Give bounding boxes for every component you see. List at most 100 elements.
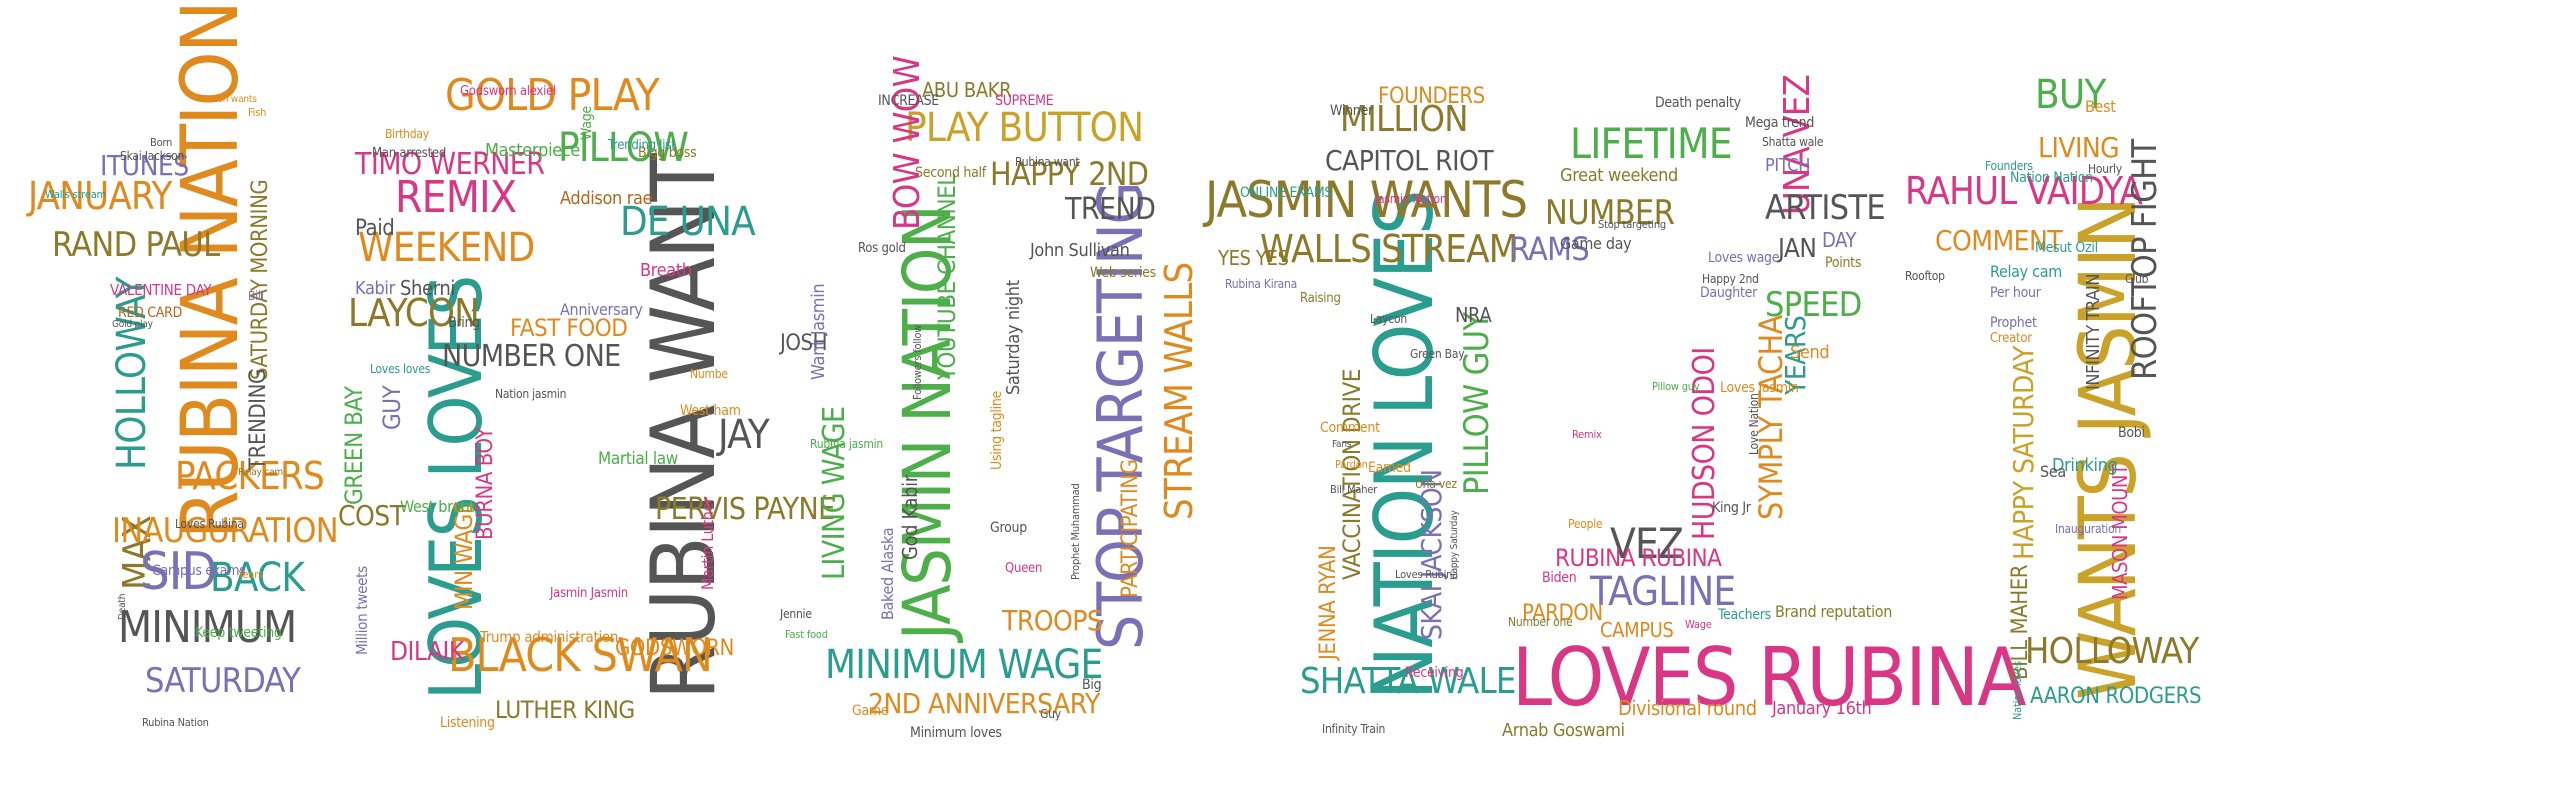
word-laycon: LAYCON	[348, 291, 480, 335]
word-campus: CAMPUS	[1600, 618, 1674, 642]
word-addison-rae: Addison rae	[560, 188, 653, 209]
word-campus-exams: Campus exams	[152, 563, 246, 579]
word-brand-reputation: Brand reputation	[1775, 602, 1893, 621]
word-play-button: PLAY BUTTON	[905, 105, 1144, 151]
word-god-kabir: God Kabir	[898, 475, 922, 560]
word-pillow-guy: PILLOW GUY	[1457, 312, 1497, 495]
word-dilaik: DILAIK	[390, 637, 464, 667]
word-fast-food: Fast food	[785, 628, 828, 641]
word-number-one: NUMBER ONE	[442, 339, 621, 374]
word-supreme: SUPREME	[995, 93, 1054, 109]
word-january: JANUARY	[28, 174, 172, 218]
word-love-nation: Love Nation	[1747, 393, 1761, 455]
word-minimum: MINIMUM	[118, 602, 297, 653]
word-want-jasmin: Want Jasmin	[808, 283, 829, 380]
word-creator: Creator	[1990, 331, 2032, 346]
word-arnab-goswami: Arnab Goswami	[1502, 720, 1625, 741]
word-teachers: Teachers	[1718, 607, 1771, 623]
word-nation-loves: Nation loves	[2011, 661, 2024, 720]
word-una-vez: Una vez	[1415, 477, 1457, 491]
word-mega-trend: Mega trend	[1745, 115, 1815, 131]
word-million: MILLION	[1340, 99, 1469, 140]
word-skai-jackson: SKAI JACKSON	[1415, 469, 1448, 640]
word-happy-saturday: HAPPY SATURDAY	[2007, 346, 2040, 560]
word-comment: COMMENT	[1935, 224, 2063, 257]
word-back: BACK	[210, 555, 305, 601]
word-minimum-loves: Minimum loves	[910, 725, 1002, 741]
word-big: Big	[1082, 677, 1102, 693]
word-founders: Founders	[1985, 159, 2033, 173]
word-bow-wow: BOW WOW	[887, 56, 928, 230]
word-bobi: Bobi	[2118, 425, 2145, 441]
word-packers: PACKERS	[175, 454, 325, 498]
word-inauguration: INAUGURATION	[112, 511, 339, 551]
word-founders: FOUNDERS	[1378, 84, 1485, 109]
word-martial-law: Martial law	[598, 449, 678, 469]
word-mesut-ozil: Mesut Ozil	[2035, 240, 2098, 256]
word-man-arrested: Man arrested	[372, 146, 447, 161]
word-relay-cam: Relay cam	[1990, 262, 2062, 281]
word-pillow: PILLOW	[558, 125, 689, 171]
word-raising: Raising	[1300, 291, 1341, 306]
word-web-series: Web series	[1090, 265, 1156, 281]
word-saturday: SATURDAY	[145, 661, 301, 701]
word-born: Born	[150, 136, 173, 149]
word-drinking: Drinking	[2052, 455, 2118, 476]
word-weekend: WEEKEND	[358, 225, 535, 271]
word-followers-follow: Followers follow	[911, 324, 924, 400]
word-infinity-train: INFINITY TRAIN	[2083, 273, 2104, 390]
word-keep-tweeting: Keep tweeting	[195, 625, 282, 641]
word-2nd-anniversary: 2ND ANNIVERSARY	[868, 687, 1100, 720]
word-game: Game	[852, 703, 889, 719]
word-rooftop: Rooftop	[1905, 269, 1945, 283]
word-game-day: Game day	[1560, 234, 1632, 253]
word-rubina-rubina: RUBINA RUBINA	[1555, 544, 1722, 572]
word-ros-gold: Ros gold	[858, 241, 906, 256]
word-number-one: Number one	[1508, 615, 1573, 629]
word-luther-king: LUTHER KING	[495, 696, 635, 724]
word-king-jr: King Jr	[1712, 500, 1751, 516]
word-youtube-channel: YOUTUBE CHANNEL	[933, 174, 961, 380]
word-fans: Fans	[1332, 439, 1352, 450]
word-itunes: ITUNES	[100, 149, 189, 182]
word-stop-targeting: Stop targeting	[1598, 218, 1666, 231]
word-hourly: Hourly	[2088, 162, 2122, 176]
word-trend: TREND	[1065, 192, 1156, 227]
word-great-weekend: Great weekend	[1560, 165, 1678, 186]
word-group: Group	[990, 520, 1027, 536]
word-sea: Sea	[2040, 462, 2066, 481]
word-green-bay: GREEN BAY	[340, 386, 368, 505]
word-minimum-wage: MINIMUM WAGE	[825, 642, 1103, 688]
word-rubina-jasmin: Rubina jasmin	[810, 437, 884, 451]
word-fish: Fish	[248, 106, 267, 119]
word-loves-rubina: Loves Rubina	[1395, 568, 1459, 581]
word-numbe: Numbe	[690, 367, 728, 381]
word-trending: TRENDING	[246, 369, 271, 470]
word-walls-stream: WALLS STREAM	[1260, 227, 1518, 271]
word-vez: VEZ	[1610, 519, 1684, 568]
word-happy-2nd: HAPPY 2ND	[990, 155, 1149, 193]
word-lifetime: LIFETIME	[1570, 119, 1733, 168]
word-jasmin-nation: Jasmin Nation	[1375, 192, 1447, 206]
word-birthday: Birthday	[385, 127, 429, 141]
word-biden: Biden	[1542, 570, 1577, 586]
word-loves-rubina: LOVES RUBINA	[1512, 631, 2026, 724]
word-walls-stream: Walls stream	[45, 188, 106, 201]
word-jennie: Jennie	[780, 607, 812, 621]
word-red-card: RED CARD	[118, 305, 183, 321]
word-pitch: PITCH	[1765, 155, 1811, 176]
word-participating: PARTICIPATING	[1118, 459, 1143, 598]
word-yes-yes: YES YES	[1218, 246, 1289, 270]
word-wage: Wage	[1685, 618, 1712, 631]
word-living-wage: LIVING WAGE	[817, 406, 852, 580]
word-increase: INCREASE	[878, 93, 939, 109]
word-martin-luther: Martin Luther	[698, 497, 717, 590]
word-laycon: Laycon	[1370, 312, 1407, 326]
word-anniversary: Anniversary	[560, 300, 643, 319]
word-million-tweets: Million tweets	[353, 566, 371, 655]
word-rams: RAMS	[1510, 230, 1590, 268]
word-gold-play: Gold play	[112, 319, 153, 330]
word-bill: Bill	[248, 289, 264, 303]
word-tagline: TAGLINE	[1590, 569, 1736, 615]
